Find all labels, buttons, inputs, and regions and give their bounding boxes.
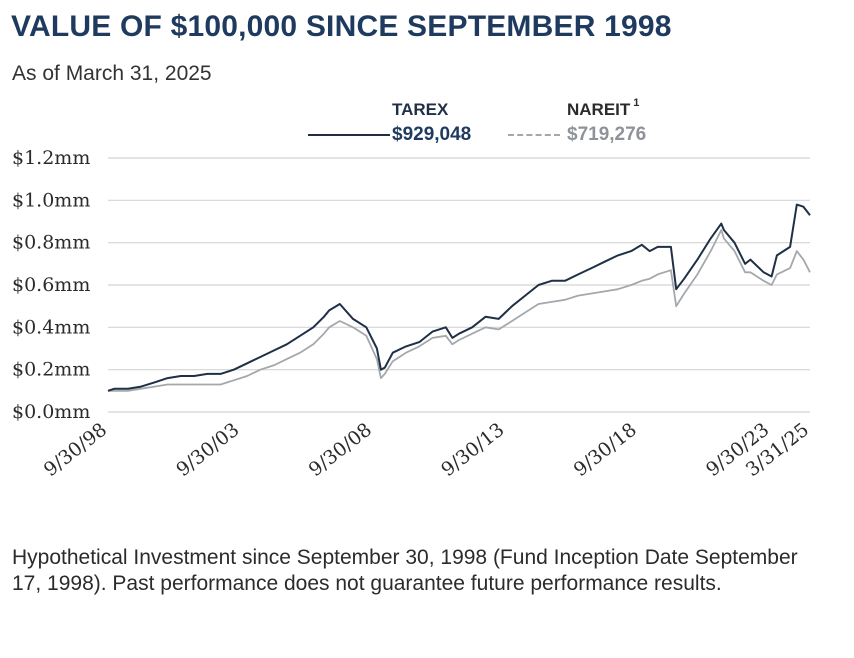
legend-label-tarex: TAREX	[392, 100, 449, 119]
x-tick-label: 9/30/13	[437, 419, 508, 481]
legend-label-nareit: NAREIT	[567, 100, 631, 119]
legend-item-tarex: TAREX $929,048	[392, 100, 471, 146]
y-tick-label: $1.2mm	[12, 147, 90, 169]
legend-value-nareit: $719,276	[567, 124, 647, 145]
chart-subtitle: As of March 31, 2025	[12, 62, 212, 85]
line-chart: $0.0mm $0.2mm $0.4mm $0.6mm $0.8mm $1.0mm $1.2…	[12, 147, 813, 481]
legend-footnote-marker: 1	[633, 97, 640, 109]
footnote: Hypothetical Investment since September …	[12, 546, 798, 595]
x-tick-label: 9/30/03	[172, 419, 243, 481]
y-tick-label: $0.0mm	[12, 401, 90, 423]
chart-title: VALUE OF $100,000 SINCE SEPTEMBER 1998	[11, 10, 672, 43]
legend-value-tarex: $929,048	[392, 124, 472, 145]
x-tick-label: 9/30/08	[305, 419, 376, 481]
x-tick-label: 9/30/98	[40, 419, 111, 481]
y-tick-label: $1.0mm	[12, 189, 90, 211]
legend-item-nareit: NAREIT 1 $719,276	[567, 97, 647, 146]
legend-swatch-tarex	[308, 134, 390, 136]
series-line-tarex	[107, 203, 811, 392]
legend-swatch-nareit	[508, 134, 560, 136]
y-tick-label: $0.6mm	[12, 274, 90, 296]
y-tick-label: $0.2mm	[12, 359, 90, 381]
y-tick-label: $0.8mm	[12, 232, 90, 254]
x-tick-label: 9/30/18	[570, 419, 641, 481]
y-tick-label: $0.4mm	[12, 316, 90, 338]
series-line-nareit	[108, 229, 811, 392]
